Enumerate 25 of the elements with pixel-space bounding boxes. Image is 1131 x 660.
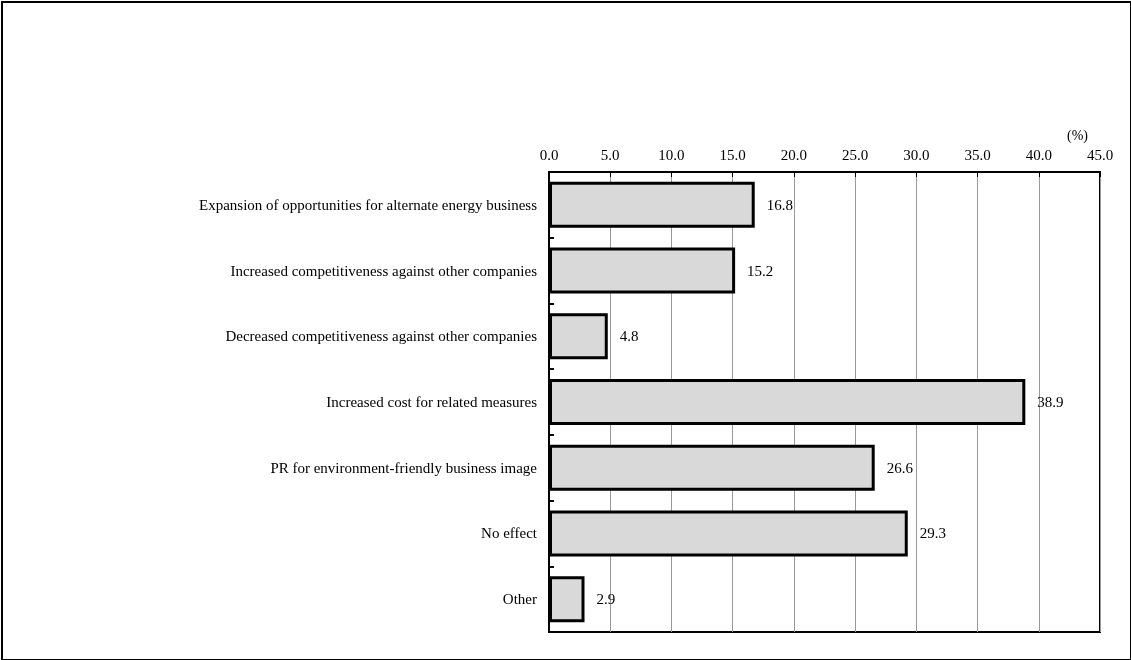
data-label: 38.9	[1037, 394, 1064, 410]
y-tick-label: Increased cost for related measures	[326, 394, 538, 410]
data-label: 2.9	[596, 591, 616, 608]
x-tick-label: 5.0	[600, 146, 620, 163]
x-tick-label: 45.0	[1086, 146, 1114, 163]
y-tick-label: Expansion of opportunities for alternate energy business	[199, 196, 538, 213]
data-label: 15.2	[747, 262, 774, 279]
x-tick-label: 40.0	[1025, 146, 1052, 163]
x-tick-label: 25.0	[841, 146, 869, 163]
x-tick-label: 30.0	[903, 146, 930, 163]
y-tick-label: Increased competitiveness against other companies	[230, 262, 538, 279]
x-axis-title: (%)	[1067, 127, 1089, 144]
y-tick-label: PR for environment-friendly business image	[270, 459, 538, 476]
y-tick-label: Decreased competitiveness against other companies	[225, 328, 538, 345]
y-tick-label: No effect	[481, 525, 538, 542]
data-label: 16.8	[766, 196, 793, 213]
x-tick-label: 35.0	[964, 146, 991, 163]
x-tick-label: 0.0	[539, 146, 559, 163]
data-label: 29.3	[919, 525, 947, 542]
data-label: 26.6	[886, 459, 914, 476]
x-tick-label: 10.0	[658, 146, 685, 163]
x-tick-label: 20.0	[780, 146, 808, 163]
y-tick-label: Other	[502, 591, 537, 608]
data-label: 4.8	[619, 328, 639, 345]
x-tick-label: 15.0	[719, 146, 746, 163]
